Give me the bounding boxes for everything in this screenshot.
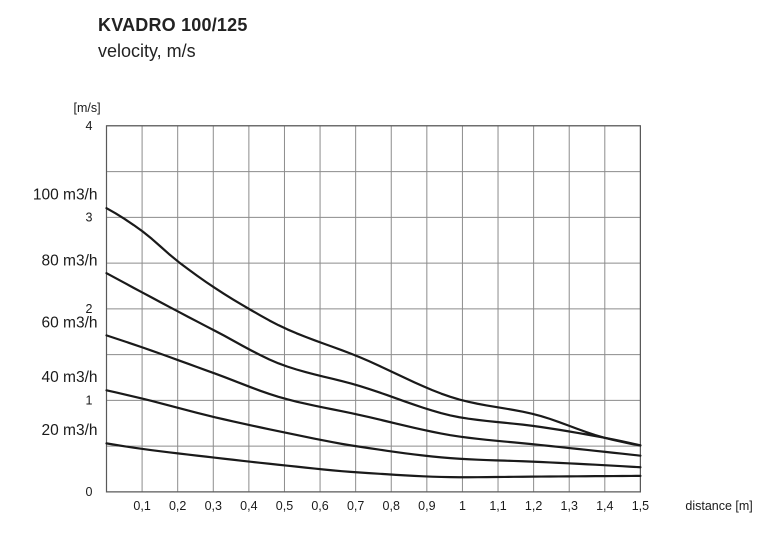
svg-text:1,3: 1,3 <box>561 499 578 513</box>
svg-text:0,2: 0,2 <box>169 499 186 513</box>
svg-text:0,7: 0,7 <box>347 499 364 513</box>
svg-text:80 m3/h: 80 m3/h <box>41 253 97 270</box>
svg-text:0,8: 0,8 <box>383 499 400 513</box>
svg-text:0,6: 0,6 <box>311 499 328 513</box>
svg-text:0,5: 0,5 <box>276 499 293 513</box>
svg-text:20 m3/h: 20 m3/h <box>41 422 97 439</box>
svg-text:[m/s]: [m/s] <box>74 101 101 115</box>
svg-text:1,2: 1,2 <box>525 499 542 513</box>
svg-text:40 m3/h: 40 m3/h <box>41 369 97 386</box>
svg-text:0,9: 0,9 <box>418 499 435 513</box>
svg-text:0: 0 <box>86 485 93 499</box>
svg-text:0,1: 0,1 <box>133 499 150 513</box>
svg-text:3: 3 <box>86 210 93 224</box>
svg-text:1,5: 1,5 <box>632 499 649 513</box>
svg-text:4: 4 <box>86 119 93 133</box>
svg-text:1: 1 <box>86 393 93 407</box>
svg-text:distance [m]: distance [m] <box>685 499 752 513</box>
svg-text:60 m3/h: 60 m3/h <box>41 315 97 332</box>
svg-text:100 m3/h: 100 m3/h <box>33 187 98 204</box>
svg-text:0,4: 0,4 <box>240 499 257 513</box>
svg-text:1,4: 1,4 <box>596 499 613 513</box>
svg-text:1: 1 <box>459 499 466 513</box>
svg-text:1,1: 1,1 <box>489 499 506 513</box>
svg-text:0,3: 0,3 <box>205 499 222 513</box>
